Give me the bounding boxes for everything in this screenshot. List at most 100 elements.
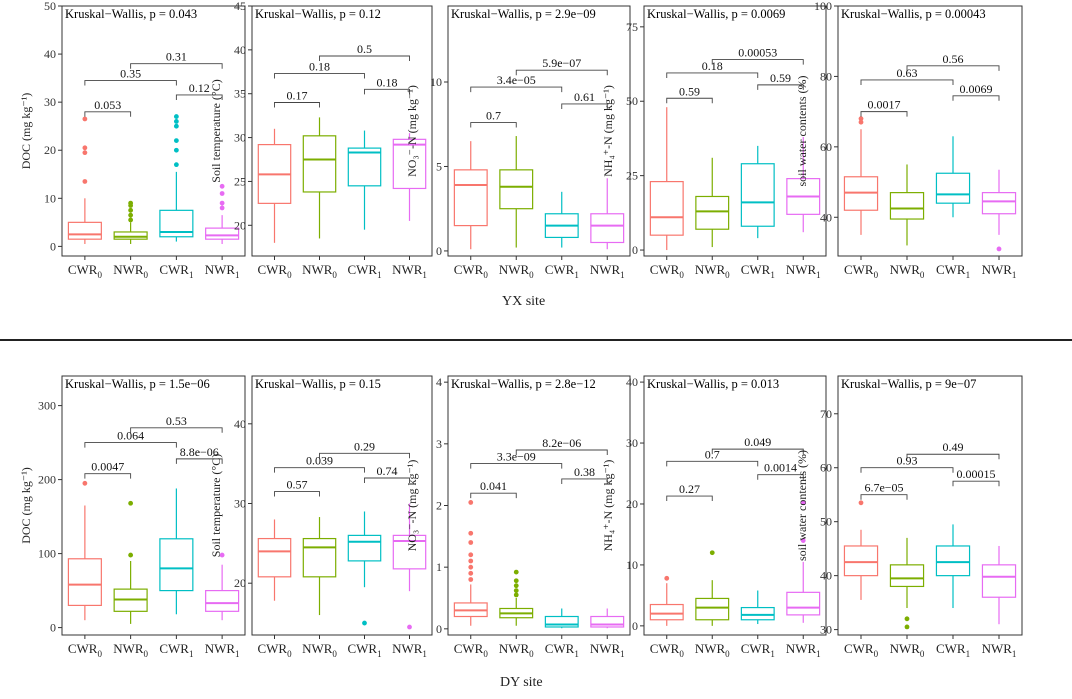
comparison-bracket: 0.56: [906, 52, 1000, 71]
y-tick-label: 100: [38, 547, 56, 561]
y-tick-label: 0: [632, 243, 638, 257]
kruskal-wallis-label: Kruskal−Wallis, p = 9e−07: [841, 377, 976, 391]
p-value-label: 0.53: [166, 414, 187, 428]
y-tick-label: 0: [436, 622, 442, 636]
y-tick-label: 10: [430, 75, 442, 89]
p-value-label: 0.12: [189, 81, 210, 95]
box-CWR0: [843, 500, 879, 600]
outlier-point: [82, 480, 88, 486]
kruskal-wallis-label: Kruskal−Wallis, p = 0.00043: [841, 7, 986, 21]
p-value-label: 0.049: [744, 435, 771, 449]
x-tick-label: CWR0: [257, 262, 292, 280]
box-NWR1: [205, 552, 240, 621]
outlier-point: [468, 570, 474, 576]
bracket-line: [130, 427, 223, 433]
box-NWR1: [205, 183, 240, 244]
x-tick-label: CWR1: [347, 262, 381, 280]
comparison-bracket: 0.53: [130, 414, 223, 433]
outlier-point: [858, 116, 864, 122]
box-NWR1: [392, 133, 427, 221]
p-value-label: 0.27: [679, 482, 700, 496]
x-tick-label: NWR1: [982, 262, 1017, 280]
bracket-line: [711, 59, 804, 65]
panel-dy-4: 0 10 20 30 40 NH₄⁺-N (mg kg⁻¹) Kruskal−Wallis,…: [601, 375, 827, 659]
box-NWR0: [302, 517, 337, 616]
box-CWR1: [740, 590, 775, 625]
y-tick-label: 20: [44, 143, 56, 157]
box-body: [392, 138, 427, 190]
bracket-line: [860, 79, 954, 85]
x-tick-label: NWR1: [590, 262, 625, 280]
outlier-point: [468, 540, 474, 545]
x-tick-label: NWR0: [113, 641, 148, 659]
outlier-point: [128, 200, 134, 206]
comparison-bracket: 0.039: [274, 454, 365, 473]
box-CWR1: [544, 608, 579, 629]
box-body: [649, 603, 684, 621]
box-NWR0: [695, 550, 730, 626]
y-tick-label: 0: [632, 619, 638, 633]
p-value-label: 0.00015: [957, 467, 996, 481]
comparison-bracket: 0.74: [364, 464, 410, 484]
bracket-line: [319, 55, 410, 61]
p-value-label: 3.4e−05: [497, 73, 536, 87]
comparison-bracket: 0.0047: [84, 460, 132, 479]
bracket-line: [274, 102, 320, 108]
y-axis-label: Soil temperature (°C): [209, 79, 223, 182]
box-CWR1: [544, 191, 579, 248]
y-axis-label: DOC (mg kg⁻¹): [19, 467, 33, 544]
y-tick-label: 5: [436, 159, 442, 173]
p-value-label: 0.59: [679, 84, 700, 98]
y-tick-label: 40: [44, 47, 56, 61]
box-body: [786, 591, 821, 616]
p-value-label: 0.053: [94, 98, 121, 112]
box-NWR1: [392, 503, 427, 630]
outlier-point: [904, 624, 910, 630]
box-body: [205, 589, 240, 612]
p-value-label: 0.61: [574, 90, 595, 104]
outlier-point: [173, 114, 179, 119]
kruskal-wallis-label: Kruskal−Wallis, p = 0.043: [65, 7, 197, 21]
outlier-point: [513, 592, 519, 598]
comparison-bracket: 0.00053: [711, 46, 804, 65]
y-axis-label: DOC (mg kg⁻¹): [19, 93, 33, 170]
outlier-point: [82, 116, 88, 122]
outlier-point: [468, 558, 474, 564]
p-value-label: 0.63: [897, 66, 918, 80]
y-axis-label: NO₃⁻-N (mg kg⁻¹): [405, 85, 419, 177]
panel-dy-5: 30 40 50 60 70 soil water contents (%) Kruskal…: [795, 375, 1023, 659]
y-tick-label: 100: [814, 0, 832, 13]
box-CWR0: [649, 575, 684, 626]
outlier-point: [219, 200, 225, 206]
x-tick-label: NWR0: [695, 262, 730, 280]
comparison-bracket: 0.93: [860, 454, 954, 473]
x-tick-label: CWR0: [68, 641, 103, 659]
comparison-bracket: 0.064: [84, 429, 177, 448]
y-tick-label: 200: [38, 473, 56, 487]
outlier-point: [468, 500, 474, 505]
box-body: [302, 135, 337, 193]
box-body: [981, 192, 1017, 215]
outlier-point: [800, 538, 806, 543]
bracket-line: [906, 65, 1000, 71]
x-tick-label: NWR0: [302, 641, 337, 659]
bracket-line: [860, 494, 908, 500]
outlier-point: [468, 552, 474, 558]
p-value-label: 0.0047: [91, 460, 124, 474]
outlier-point: [513, 578, 519, 584]
box-body: [649, 180, 684, 236]
panel-yx-2: 20 25 30 35 40 45 Soil temperature (°C) Kruskal…: [209, 0, 433, 280]
box-body: [453, 169, 488, 227]
y-tick-label: 20: [234, 576, 246, 590]
box-body: [347, 534, 382, 562]
outlier-point: [468, 564, 474, 570]
bracket-line: [860, 111, 908, 117]
y-tick-label: 50: [820, 515, 832, 529]
x-tick-label: CWR1: [936, 262, 970, 280]
bracket-line: [274, 73, 365, 79]
p-value-label: 0.0014: [764, 461, 797, 475]
outlier-point: [219, 552, 225, 558]
x-tick-label: CWR0: [650, 641, 685, 659]
y-tick-label: 40: [234, 43, 246, 57]
